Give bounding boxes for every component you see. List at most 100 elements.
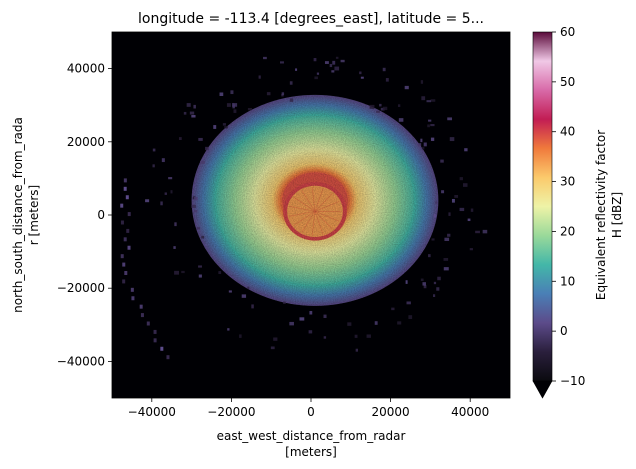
- clutter-pixel: [299, 317, 305, 321]
- clutter-pixel: [366, 334, 371, 338]
- clutter-pixel: [369, 104, 375, 109]
- colorbar: −10 0 10 20 30 40 50 60 Equivalent reflectivity…: [532, 25, 624, 399]
- clutter-pixel: [374, 321, 378, 325]
- chart-title: longitude = -113.4 [degrees_east], latit…: [138, 11, 484, 27]
- clutter-pixel: [174, 222, 177, 227]
- clutter-pixel: [153, 338, 157, 343]
- colorbar-label-units: H [dBZ]: [610, 192, 624, 238]
- clutter-pixel: [166, 355, 170, 360]
- clutter-pixel: [189, 111, 195, 115]
- clutter-pixel: [430, 99, 436, 102]
- clutter-pixel: [444, 237, 450, 242]
- clutter-pixel: [324, 61, 329, 64]
- clutter-pixel: [427, 124, 430, 128]
- clutter-pixel: [239, 334, 242, 338]
- clutter-pixel: [161, 158, 165, 163]
- clutter-pixel: [431, 238, 435, 241]
- clutter-pixel: [196, 227, 200, 230]
- clutter-pixel: [168, 177, 173, 180]
- y-tick-label: 20000: [67, 135, 105, 149]
- clutter-pixel: [391, 307, 395, 311]
- clutter-pixel: [183, 111, 187, 115]
- y-tick-label: −20000: [57, 281, 105, 295]
- clutter-pixel: [436, 287, 440, 291]
- clutter-pixel: [140, 313, 144, 318]
- clutter-pixel: [443, 257, 449, 261]
- clutter-pixel: [123, 186, 127, 191]
- echo-texture: [191, 94, 439, 306]
- clutter-pixel: [174, 270, 180, 275]
- clutter-pixel: [451, 198, 455, 203]
- clutter-pixel: [308, 330, 313, 334]
- clutter-pixel: [421, 96, 426, 101]
- colorbar-label: Equivalent reflectivity factor: [594, 130, 608, 300]
- clutter-pixel: [475, 230, 480, 234]
- clutter-pixel: [380, 107, 385, 111]
- clutter-pixel: [385, 78, 389, 82]
- clutter-pixel: [123, 178, 127, 183]
- clutter-pixel: [222, 123, 226, 126]
- clutter-pixel: [289, 81, 293, 85]
- clutter-pixel: [227, 328, 230, 331]
- clutter-pixel: [194, 209, 198, 213]
- clutter-pixel: [178, 137, 182, 141]
- clutter-pixel: [194, 196, 198, 201]
- clutter-pixel: [279, 61, 284, 64]
- clutter-pixel: [448, 212, 451, 216]
- x-tick-label: 40000: [451, 405, 489, 419]
- clutter-pixel: [420, 138, 423, 143]
- colorbar-tick-label: 10: [560, 274, 575, 288]
- clutter-pixel: [160, 346, 164, 351]
- clutter-pixel: [314, 76, 318, 80]
- y-tick-label: 0: [97, 208, 105, 222]
- clutter-pixel: [270, 346, 275, 350]
- clutter-pixel: [160, 201, 163, 206]
- clutter-pixel: [354, 334, 358, 338]
- clutter-pixel: [441, 190, 445, 194]
- clutter-pixel: [281, 92, 285, 95]
- clutter-pixel: [120, 220, 124, 225]
- colorbar-tick-label: 50: [560, 75, 575, 89]
- clutter-pixel: [131, 296, 135, 301]
- clutter-pixel: [126, 228, 130, 233]
- clutter-pixel: [120, 254, 124, 259]
- x-tick-label: −20000: [207, 405, 255, 419]
- clutter-pixel: [428, 254, 431, 258]
- clutter-pixel: [230, 90, 234, 95]
- clutter-pixel: [423, 142, 427, 147]
- clutter-pixel: [198, 274, 202, 278]
- clutter-pixel: [408, 315, 413, 320]
- x-tick-label: 0: [307, 405, 315, 419]
- clutter-pixel: [435, 201, 438, 204]
- clutter-pixel: [145, 199, 150, 203]
- clutter-pixel: [464, 148, 468, 152]
- clutter-pixel: [397, 321, 402, 325]
- y-axis-label-units: r [meters]: [27, 185, 41, 245]
- clutter-pixel: [289, 321, 294, 326]
- clutter-pixel: [198, 137, 203, 141]
- y-axis: −40000 −20000 0 20000 40000: [57, 62, 112, 368]
- clutter-pixel: [247, 286, 250, 290]
- clutter-pixel: [152, 148, 156, 152]
- clutter-pixel: [205, 146, 209, 151]
- clutter-pixel: [323, 336, 327, 339]
- clutter-pixel: [233, 109, 237, 113]
- colorbar-extend-min-arrow: [532, 380, 553, 399]
- clutter-pixel: [281, 94, 284, 97]
- clutter-pixel: [379, 103, 382, 107]
- clutter-pixel: [430, 137, 435, 141]
- echo-field: [191, 94, 439, 306]
- clutter-pixel: [447, 233, 451, 237]
- clutter-pixel: [213, 125, 217, 129]
- clutter-pixel: [251, 304, 254, 309]
- clutter-pixel: [173, 246, 176, 249]
- clutter-pixel: [218, 271, 222, 275]
- clutter-pixel: [228, 290, 232, 293]
- colorbar-tick-label: 30: [560, 175, 575, 189]
- clutter-speckles: [120, 56, 488, 360]
- clutter-pixel: [127, 245, 131, 250]
- clutter-pixel: [181, 270, 185, 274]
- clutter-pixel: [127, 212, 131, 217]
- clutter-pixel: [482, 229, 488, 234]
- plot-area: [112, 32, 510, 398]
